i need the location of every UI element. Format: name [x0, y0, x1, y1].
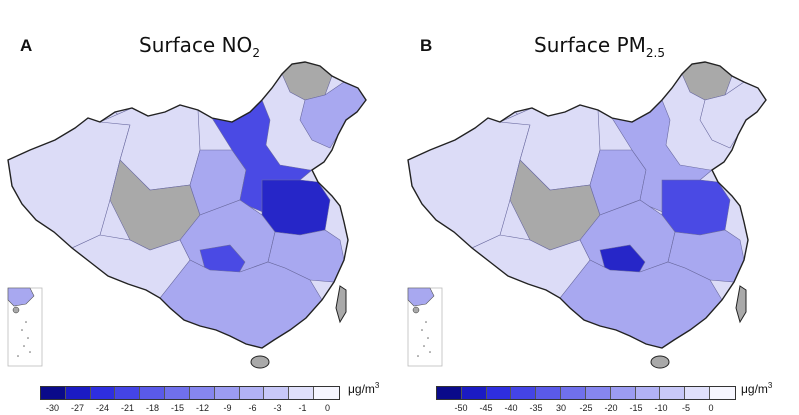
legend-tick-label: 0: [708, 403, 714, 413]
inset-coast: [7, 287, 35, 307]
inset-island-dot: [23, 345, 25, 347]
legend-swatch: [289, 387, 315, 399]
inset-island-dot: [429, 351, 431, 353]
legend-tick-label: -6: [248, 403, 257, 413]
legend-tick-label: -15: [629, 403, 643, 413]
province-regions: [408, 62, 766, 348]
province-region: [261, 179, 331, 236]
inset-island-dot: [425, 321, 427, 323]
panel-letter: B: [420, 36, 433, 55]
legend-tick-label: -1: [298, 403, 307, 413]
inset-island-dot: [21, 329, 23, 331]
inset-island-dot: [17, 355, 19, 357]
legend-tick-label: -24: [95, 403, 110, 413]
panel-no2: A Surface NO2 -30 -27 -24 -21 -18 -15 -12 -9 -6-…: [0, 0, 399, 415]
legend-swatch: [561, 387, 586, 399]
legend-tick-label: -35: [529, 403, 543, 413]
inset-island-dot: [25, 321, 27, 323]
province-region: [661, 179, 731, 236]
legend-swatch: [685, 387, 711, 399]
country-border: [7, 61, 367, 349]
inset-coast: [407, 287, 435, 307]
map-pm25: [407, 61, 767, 369]
legend-swatch: [610, 387, 636, 399]
legend-swatch: [585, 387, 611, 399]
legend-swatch: [710, 387, 735, 399]
inset-island-dot: [423, 345, 425, 347]
inset-island-dot: [27, 337, 29, 339]
color-legend: [436, 386, 736, 400]
legend-swatch: [486, 387, 512, 399]
inset-island: [412, 306, 420, 314]
legend-tick-label: -12: [195, 403, 210, 413]
hainan-island: [250, 355, 270, 369]
legend-swatch: [41, 387, 66, 399]
panel-pm25: B Surface PM2.5 -50 -45 -40 -35 30 -25 -20 -15-…: [400, 0, 799, 415]
map-no2: [7, 61, 367, 369]
inset-island-dot: [427, 337, 429, 339]
legend-tick-label: -25: [579, 403, 593, 413]
legend-swatch: [65, 387, 91, 399]
legend-swatch: [189, 387, 215, 399]
country-border: [407, 61, 767, 349]
legend-tick-label: -40: [504, 403, 518, 413]
legend-tick-label: 0: [324, 403, 331, 413]
legend-tick-label: -50: [454, 403, 468, 413]
legend-swatch: [115, 387, 141, 399]
legend-swatch: [660, 387, 686, 399]
legend-swatch: [437, 387, 462, 399]
legend-tick-label: -27: [70, 403, 85, 413]
panel-letter: A: [20, 36, 33, 55]
legend-unit: μg/m3: [741, 381, 773, 396]
inset-island-dot: [421, 329, 423, 331]
inset-island: [12, 306, 20, 314]
legend-tick-label: -21: [120, 403, 135, 413]
legend-swatch: [264, 387, 290, 399]
legend-swatch: [90, 387, 116, 399]
inset-island-dot: [29, 351, 31, 353]
legend-tick-label: -18: [145, 403, 160, 413]
legend-tick-label: -9: [223, 403, 232, 413]
legend-tick-label: -30: [45, 403, 60, 413]
legend-ticks: -50 -45 -40 -35 30 -25 -20 -15 -10 -5 0: [436, 403, 736, 415]
taiwan-island: [735, 285, 747, 324]
panel-title: Surface PM2.5: [534, 33, 665, 60]
inset-island-dot: [417, 355, 419, 357]
legend-unit: μg/m3: [348, 381, 380, 396]
legend-tick-label: -20: [604, 403, 618, 413]
legend-swatch: [461, 387, 487, 399]
legend-tick-label: -10: [654, 403, 668, 413]
legend-swatch: [140, 387, 166, 399]
legend-tick-label: -3: [273, 403, 282, 413]
hainan-island: [650, 355, 670, 369]
panel-title: Surface NO2: [139, 33, 260, 60]
legend-tick-label: -15: [170, 403, 185, 413]
legend-swatch: [314, 387, 339, 399]
legend-swatch: [165, 387, 190, 399]
legend-ticks: -30 -27 -24 -21 -18 -15 -12 -9 -6 -3 -1 0: [40, 403, 340, 415]
legend-swatch: [511, 387, 537, 399]
province-regions: [8, 62, 366, 348]
legend-swatch: [239, 387, 265, 399]
legend-tick-label: -45: [479, 403, 493, 413]
taiwan-island: [335, 285, 347, 324]
legend-swatch: [214, 387, 240, 399]
legend-tick-label: -5: [681, 403, 691, 413]
legend-tick-label: 30: [555, 403, 567, 413]
legend-swatch: [536, 387, 562, 399]
color-legend: [40, 386, 340, 400]
legend-swatch: [635, 387, 661, 399]
